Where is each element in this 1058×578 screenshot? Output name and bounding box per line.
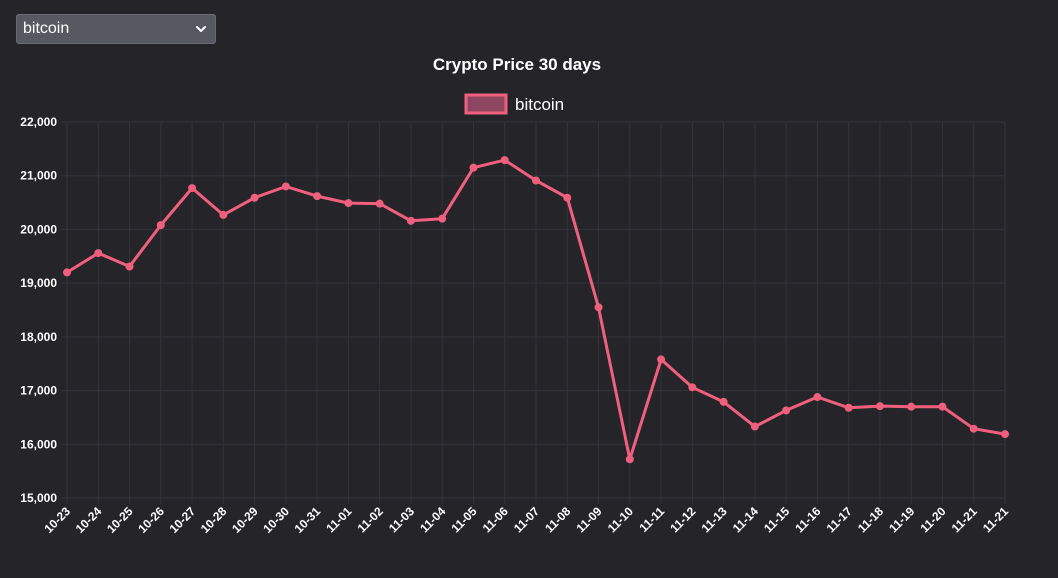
y-tick-label: 18,000 — [20, 330, 57, 344]
data-point — [313, 192, 322, 201]
legend-swatch-bitcoin — [464, 93, 508, 115]
chevron-down-icon — [196, 26, 206, 32]
data-point — [406, 216, 415, 225]
data-point — [1001, 430, 1009, 439]
x-tick-label: 11-03 — [386, 504, 417, 535]
x-tick-label: 11-12 — [667, 504, 698, 535]
data-point — [344, 199, 353, 208]
x-tick-label: 11-07 — [511, 504, 542, 535]
data-point — [844, 403, 853, 412]
y-tick-label: 20,000 — [20, 222, 57, 236]
data-point — [188, 184, 197, 193]
x-tick-label: 10-24 — [73, 504, 105, 536]
data-point — [94, 249, 103, 258]
x-tick-label: 11-05 — [448, 504, 479, 535]
data-point — [969, 424, 978, 433]
x-tick-label: 11-15 — [761, 504, 792, 535]
y-tick-label: 21,000 — [20, 169, 57, 183]
x-tick-label: 10-29 — [229, 504, 261, 536]
data-point — [750, 422, 759, 431]
x-tick-label: 11-16 — [792, 504, 823, 535]
x-tick-label: 11-21 — [949, 504, 980, 535]
data-point — [250, 193, 259, 202]
data-point — [563, 193, 572, 202]
x-tick-label: 11-19 — [886, 504, 917, 535]
data-point — [813, 393, 822, 402]
x-tick-label: 11-06 — [480, 504, 511, 535]
data-point — [469, 163, 478, 172]
x-tick-label: 11-04 — [417, 504, 448, 535]
x-tick-label: 10-28 — [198, 504, 230, 536]
x-tick-label: 11-21 — [980, 504, 1011, 535]
crypto-select[interactable]: bitcoin — [16, 14, 216, 44]
data-point — [219, 210, 228, 219]
data-point — [156, 221, 165, 230]
x-tick-label: 10-25 — [104, 504, 136, 536]
data-point — [375, 199, 384, 208]
y-tick-label: 19,000 — [20, 276, 57, 290]
x-tick-label: 11-10 — [605, 504, 636, 535]
data-point — [281, 182, 290, 191]
x-tick-label: 11-17 — [824, 504, 855, 535]
x-tick-label: 11-14 — [730, 504, 761, 535]
data-point — [500, 156, 509, 165]
data-point — [688, 383, 697, 392]
data-point — [532, 176, 540, 185]
x-tick-label: 11-18 — [855, 504, 886, 535]
x-tick-label: 10-26 — [135, 504, 167, 536]
y-tick-label: 22,000 — [20, 115, 57, 129]
data-point — [125, 262, 134, 271]
x-tick-label: 11-09 — [574, 504, 605, 535]
x-tick-label: 11-02 — [355, 504, 386, 535]
legend-label-bitcoin: bitcoin — [515, 95, 564, 114]
x-tick-label: 10-23 — [42, 504, 74, 536]
y-tick-label: 15,000 — [20, 491, 57, 505]
data-point — [938, 402, 947, 411]
x-tick-label: 10-27 — [167, 504, 199, 536]
chart-title: Crypto Price 30 days — [433, 55, 601, 74]
data-point — [657, 355, 666, 364]
data-point — [63, 268, 71, 277]
data-point — [907, 402, 916, 411]
data-point — [719, 397, 728, 406]
data-point — [625, 455, 634, 464]
x-tick-label: 10-31 — [292, 504, 324, 536]
x-tick-label: 11-13 — [699, 504, 730, 535]
data-point — [875, 402, 884, 411]
y-tick-label: 17,000 — [20, 384, 57, 398]
x-tick-label: 11-20 — [917, 504, 948, 535]
y-tick-label: 16,000 — [20, 437, 57, 451]
x-tick-label: 11-08 — [542, 504, 573, 535]
x-tick-label: 11-11 — [637, 504, 668, 535]
x-tick-label: 11-01 — [323, 504, 354, 535]
data-point — [594, 303, 603, 312]
data-point — [782, 406, 791, 415]
x-tick-label: 10-30 — [260, 504, 292, 536]
crypto-select-value: bitcoin — [23, 20, 70, 37]
data-point — [438, 214, 447, 223]
